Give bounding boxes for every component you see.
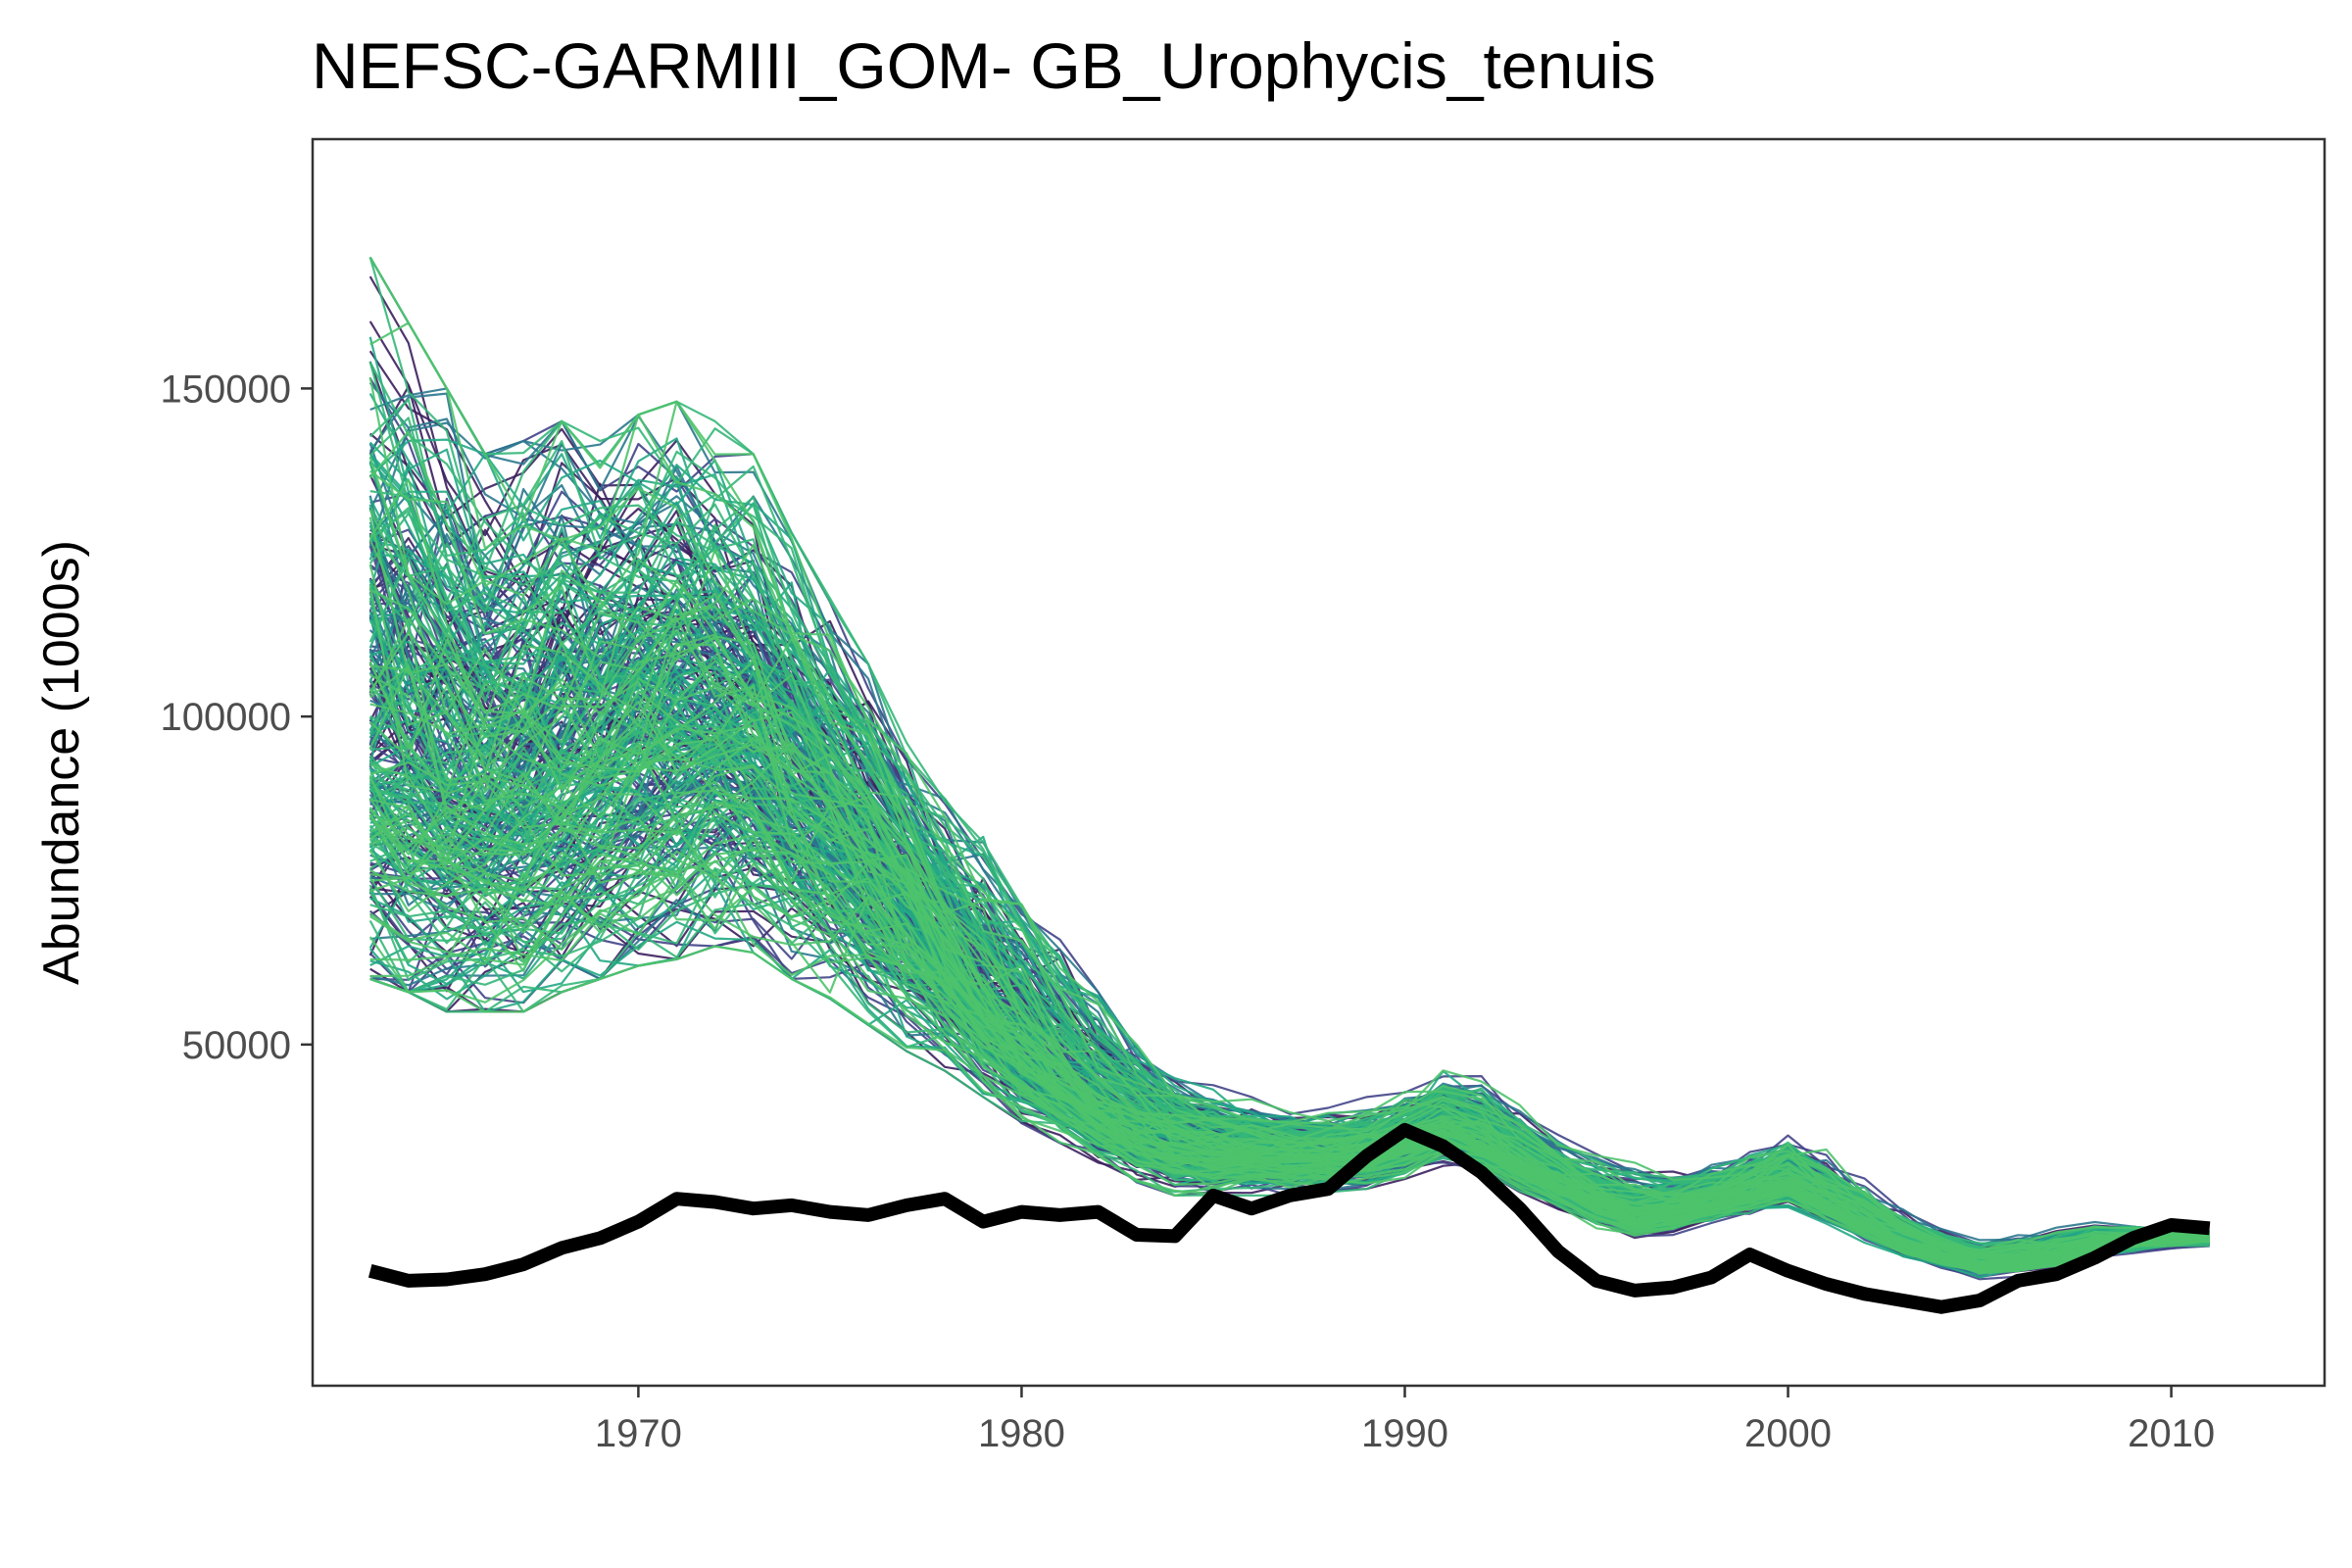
observed-series-line — [368, 1122, 2211, 1314]
simulation-run-line — [368, 850, 2210, 1273]
simulation-run-line — [369, 839, 2210, 1270]
simulation-run-line — [369, 846, 2210, 1270]
y-axis: 50000 100000 150000 — [161, 368, 313, 1067]
simulation-run-line — [369, 853, 2210, 1267]
x-axis: 1970 1980 1990 2000 2010 — [595, 1386, 2215, 1455]
simulation-run-line — [369, 673, 2210, 1263]
simulation-run-line — [368, 256, 2210, 1246]
simulation-run-line — [369, 636, 2210, 1257]
y-tick-label: 150000 — [161, 368, 291, 411]
simulation-run-line — [368, 643, 2210, 1266]
simulation-run-line — [369, 321, 2210, 1257]
x-tick-label: 1970 — [595, 1412, 682, 1455]
y-axis-label: Abundance (1000s) — [33, 540, 90, 985]
x-tick-label: 2000 — [1744, 1412, 1832, 1455]
chart-title: NEFSC-GARMIII_GOM- GB_Urophycis_tenuis — [312, 29, 1656, 102]
simulation-lines — [368, 256, 2210, 1281]
series-lines — [368, 1122, 2211, 1314]
y-tick-label: 50000 — [182, 1024, 291, 1067]
simulation-run-line — [369, 862, 2210, 1270]
plot-panel-border — [311, 137, 2327, 1388]
x-tick-label: 2010 — [2128, 1412, 2215, 1455]
y-tick-label: 100000 — [161, 696, 291, 739]
simulation-run-line — [369, 664, 2210, 1251]
simulation-run-line — [369, 743, 2210, 1267]
simulation-run-line — [369, 856, 2210, 1273]
simulation-run-line — [368, 847, 2210, 1271]
simulation-run-line — [369, 832, 2210, 1274]
x-tick-label: 1980 — [978, 1412, 1065, 1455]
simulation-run-line — [368, 892, 2210, 1265]
simulation-run-line — [369, 665, 2210, 1262]
simulation-run-line — [368, 256, 2210, 1254]
simulation-run-line — [369, 763, 2210, 1270]
x-tick-label: 1990 — [1361, 1412, 1448, 1455]
